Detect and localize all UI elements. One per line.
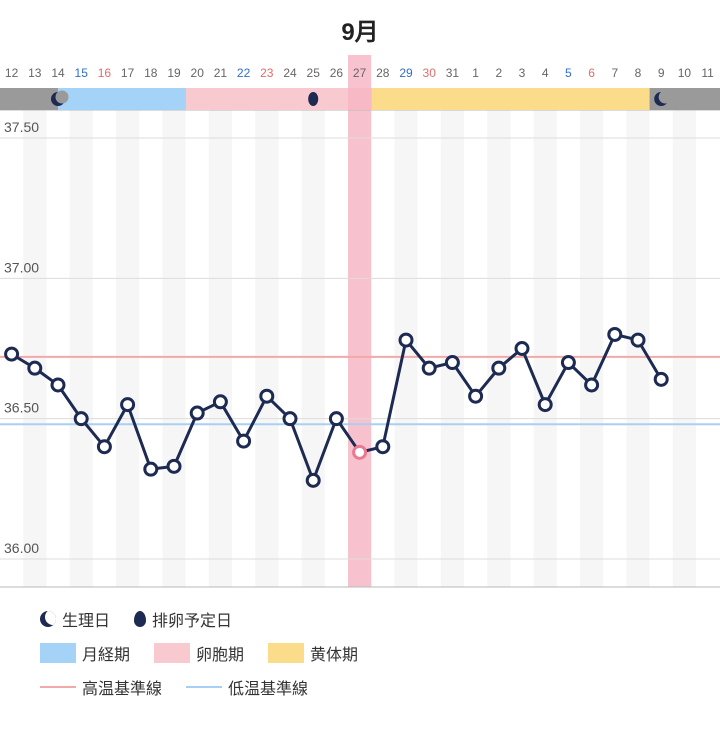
svg-text:2: 2 [495,66,502,80]
moon-icon [40,611,56,627]
swatch-luteal [268,643,304,663]
line-high-ref [40,686,76,688]
svg-text:31: 31 [446,66,460,80]
chart-canvas: 37.5037.0036.5036.0012131415161718192021… [0,55,720,591]
legend-label: 排卵予定日 [152,607,232,631]
legend-luteal: 黄体期 [268,641,358,665]
svg-text:24: 24 [283,66,297,80]
svg-text:4: 4 [542,66,549,80]
legend-label: 低温基準線 [228,675,308,699]
svg-text:13: 13 [28,66,42,80]
line-low-ref [186,686,222,688]
svg-text:29: 29 [399,66,413,80]
swatch-follicular [154,643,190,663]
svg-text:7: 7 [611,66,618,80]
legend-label: 月経期 [82,641,130,665]
swatch-menstrual [40,643,76,663]
svg-text:15: 15 [75,66,89,80]
legend-label: 高温基準線 [82,675,162,699]
bbt-chart: 9月 37.5037.0036.5036.0012131415161718192… [0,0,720,729]
svg-text:28: 28 [376,66,390,80]
svg-text:36.50: 36.50 [4,400,39,416]
svg-text:16: 16 [98,66,112,80]
svg-text:23: 23 [260,66,274,80]
svg-text:1: 1 [472,66,479,80]
svg-text:37.00: 37.00 [4,259,39,275]
legend-low-ref: 低温基準線 [186,675,308,699]
svg-text:20: 20 [191,66,205,80]
svg-text:12: 12 [5,66,19,80]
svg-text:17: 17 [121,66,135,80]
legend-follicular: 卵胞期 [154,641,244,665]
egg-icon [134,611,146,627]
svg-text:19: 19 [167,66,181,80]
svg-text:18: 18 [144,66,158,80]
svg-text:26: 26 [330,66,344,80]
svg-text:27: 27 [353,66,367,80]
svg-text:22: 22 [237,66,251,80]
legend-menstrual: 月経期 [40,641,130,665]
svg-text:37.50: 37.50 [4,119,39,135]
legend: 生理日 排卵予定日 月経期 卵胞期 黄体期 高温基 [0,591,720,729]
svg-text:25: 25 [307,66,321,80]
svg-text:36.00: 36.00 [4,540,39,556]
legend-high-ref: 高温基準線 [40,675,162,699]
svg-text:11: 11 [701,66,714,80]
svg-text:14: 14 [51,66,65,80]
legend-period-day: 生理日 [40,607,110,631]
legend-label: 黄体期 [310,641,358,665]
svg-text:5: 5 [565,66,572,80]
svg-text:10: 10 [678,66,692,80]
svg-text:6: 6 [588,66,595,80]
legend-label: 生理日 [62,607,110,631]
svg-text:3: 3 [519,66,526,80]
legend-ovulation-day: 排卵予定日 [134,607,232,631]
svg-text:8: 8 [635,66,642,80]
month-title: 9月 [0,0,720,55]
svg-text:21: 21 [214,66,228,80]
svg-text:30: 30 [423,66,437,80]
svg-text:9: 9 [658,66,665,80]
legend-label: 卵胞期 [196,641,244,665]
